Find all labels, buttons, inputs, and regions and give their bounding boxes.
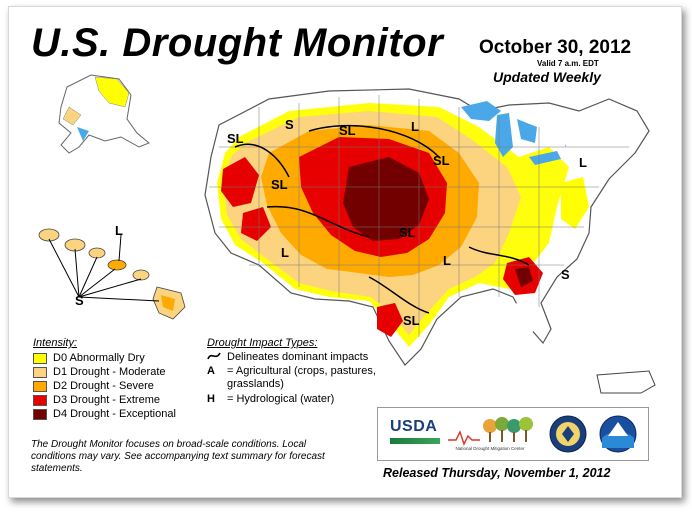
impact-hyd-label: = Hydrological (water) xyxy=(227,393,335,405)
impact-title: Drought Impact Types: xyxy=(207,337,318,349)
legend-label-d4: D4 Drought - Exceptional xyxy=(53,408,176,420)
release-date: Released Thursday, November 1, 2012 xyxy=(383,466,611,480)
legend-swatch-d2 xyxy=(33,380,47,392)
map-date: October 30, 2012 xyxy=(479,37,632,58)
label-l-southwest: L xyxy=(281,245,289,260)
label-sl-plains: SL xyxy=(271,177,288,192)
label-sl-texas: SL xyxy=(403,313,420,328)
legend-label-d2: D2 Drought - Severe xyxy=(53,380,154,392)
label-l-hawaii: L xyxy=(115,223,123,238)
label-sl-central: SL xyxy=(399,225,416,240)
conus-region xyxy=(204,88,650,366)
usda-logo-bar xyxy=(390,438,440,444)
label-s-northwest: S xyxy=(285,117,294,132)
legend-item-d1: D1 Drought - Moderate xyxy=(33,365,203,379)
label-s-hawaii: S xyxy=(75,293,84,308)
legend-label-d3: D3 Drought - Extreme xyxy=(53,394,160,406)
valid-time: Valid 7 a.m. EDT xyxy=(537,59,599,68)
legend-swatch-d3 xyxy=(33,394,47,406)
legend-item-d2: D2 Drought - Severe xyxy=(33,379,203,393)
label-l-south: L xyxy=(443,253,451,268)
legend-label-d1: D1 Drought - Moderate xyxy=(53,366,166,378)
impact-line-label: Delineates dominant impacts xyxy=(227,351,369,363)
legend-item-d0: D0 Abnormally Dry xyxy=(33,351,203,365)
intensity-legend: Intensity: D0 Abnormally Dry D1 Drought … xyxy=(33,337,203,421)
impact-legend: Drought Impact Types: Delineates dominan… xyxy=(207,337,382,407)
impact-ag-label: = Agricultural (crops, pastures, grassla… xyxy=(227,365,376,390)
partner-logos: USDA National Drought Mitigation Center xyxy=(377,407,649,461)
legend-item-d3: D3 Drought - Extreme xyxy=(33,393,203,407)
legend-item-d4: D4 Drought - Exceptional xyxy=(33,407,203,421)
impact-hyd-code: H xyxy=(207,393,215,405)
label-sl-rockies: SL xyxy=(339,123,356,138)
legend-title: Intensity: xyxy=(33,337,78,349)
disclaimer-note: The Drought Monitor focuses on broad-sca… xyxy=(31,439,325,474)
impact-ag-code: A xyxy=(207,365,215,377)
impact-line-icon xyxy=(207,351,227,364)
label-s-southeast: S xyxy=(561,267,570,282)
impact-ag-row: A = Agricultural (crops, pastures, grass… xyxy=(207,365,382,391)
drought-monitor-card: U.S. Drought Monitor October 30, 2012 Va… xyxy=(8,6,682,498)
label-sl-west: SL xyxy=(227,131,244,146)
alaska-region xyxy=(58,74,150,154)
drought-map: SL S SL L SL SL SL L L SL S L L S xyxy=(38,74,656,394)
puerto-rico xyxy=(596,370,656,394)
label-l-northeast: L xyxy=(579,155,587,170)
doc-seal-icon xyxy=(549,415,587,453)
update-frequency: Updated Weekly xyxy=(493,69,601,85)
impact-line-row: Delineates dominant impacts xyxy=(207,351,382,365)
ndmc-logo-icon xyxy=(448,417,533,446)
hawaii-region xyxy=(38,228,186,320)
label-sl-midwest: SL xyxy=(433,153,450,168)
legend-swatch-d1 xyxy=(33,366,47,378)
legend-label-d0: D0 Abnormally Dry xyxy=(53,352,145,364)
usda-logo: USDA xyxy=(390,418,438,435)
noaa-logo-icon xyxy=(599,415,637,453)
legend-swatch-d4 xyxy=(33,408,47,420)
map-title: U.S. Drought Monitor xyxy=(31,21,444,65)
impact-hyd-row: H = Hydrological (water) xyxy=(207,393,382,407)
legend-swatch-d0 xyxy=(33,352,47,364)
label-l-north: L xyxy=(411,119,419,134)
ndmc-logo-label: National Drought Mitigation Center xyxy=(455,446,525,451)
